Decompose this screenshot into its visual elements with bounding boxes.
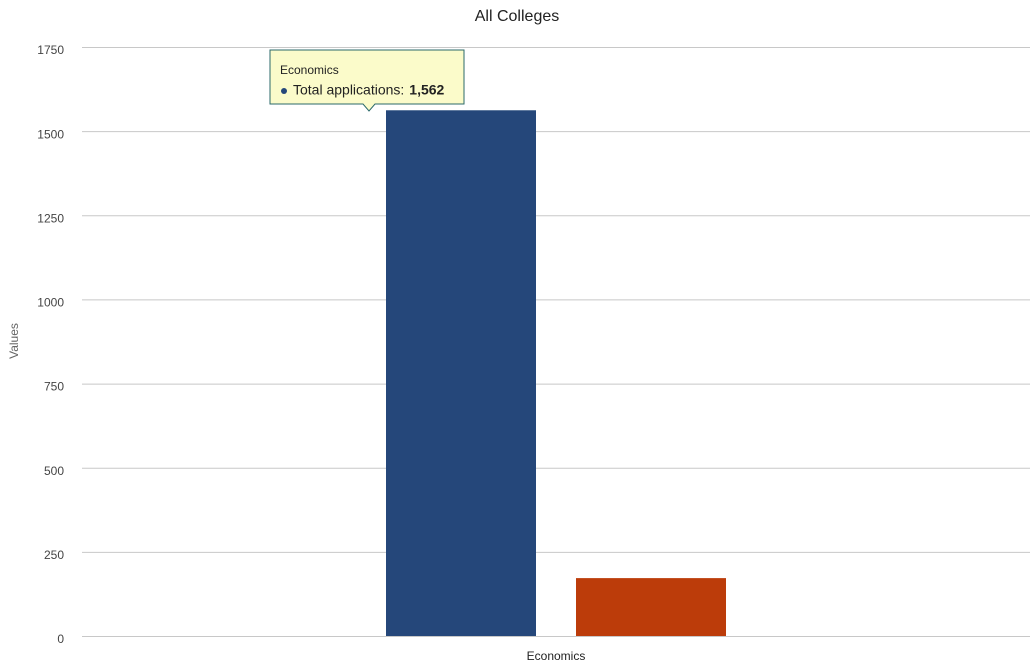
bar[interactable] <box>386 110 536 636</box>
tooltip-series-name: Total applications <box>293 82 400 98</box>
chart-title: All Colleges <box>475 8 559 25</box>
x-tick-label: Economics <box>527 649 586 663</box>
y-axis-label: Values <box>7 323 21 359</box>
y-tick-label: 1250 <box>37 211 64 225</box>
y-tick-label: 500 <box>44 464 64 478</box>
y-tick-label: 0 <box>57 632 64 646</box>
tooltip-marker <box>281 88 287 94</box>
y-tick-label: 750 <box>44 380 64 394</box>
y-tick-label: 1750 <box>37 43 64 57</box>
bar[interactable] <box>576 578 726 636</box>
tooltip-value: 1,562 <box>409 82 444 98</box>
tooltip-box <box>269 49 465 112</box>
y-tick-label: 250 <box>44 548 64 562</box>
tooltip-separator: : <box>400 82 404 98</box>
tooltip: Economics Total applications : 1,562 <box>269 49 465 112</box>
tooltip-category: Economics <box>280 63 339 77</box>
y-tick-label: 1000 <box>37 296 64 310</box>
y-tick-label: 1500 <box>37 127 64 141</box>
